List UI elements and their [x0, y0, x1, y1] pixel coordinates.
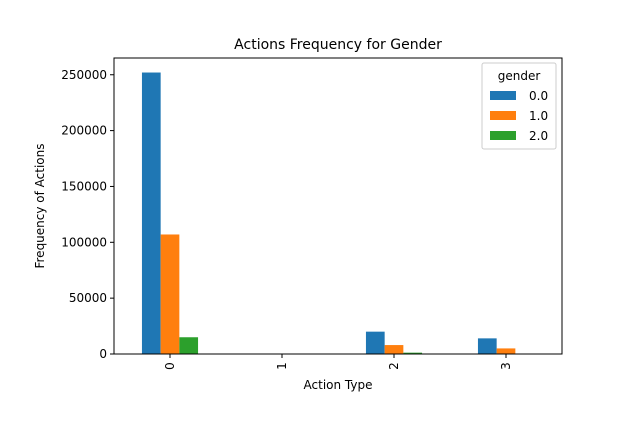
bars-group — [141, 72, 516, 354]
bar-cat2-gender-1_0 — [384, 345, 404, 354]
legend-swatch — [490, 91, 516, 100]
y-axis-label: Frequency of Actions — [33, 143, 47, 268]
bar-cat0-gender-0_0 — [141, 72, 161, 354]
legend-entry-label: 2.0 — [529, 129, 548, 143]
y-tick-label: 100000 — [61, 235, 107, 249]
bar-cat3-gender-0_0 — [477, 338, 497, 354]
chart-title: Actions Frequency for Gender — [234, 37, 442, 53]
legend-entry-label: 1.0 — [529, 109, 548, 123]
legend: gender 0.0 1.0 2.0 — [481, 62, 557, 150]
legend-swatch — [490, 111, 516, 120]
legend-entry-label: 0.0 — [529, 89, 548, 103]
bar-cat0-gender-2_0 — [179, 337, 199, 354]
x-tick-label: 2 — [387, 362, 401, 370]
y-tick-label: 0 — [99, 347, 107, 361]
x-tick-label: 1 — [275, 362, 289, 370]
x-axis-label: Action Type — [304, 378, 373, 392]
x-tick-label: 0 — [163, 362, 177, 370]
bar-cat2-gender-0_0 — [365, 331, 385, 354]
y-tick-label: 200000 — [61, 124, 107, 138]
y-axis-ticks: 0 50000 100000 150000 200000 250000 — [61, 68, 114, 361]
legend-box — [481, 62, 557, 150]
bar-cat0-gender-1_0 — [160, 234, 180, 354]
plot-frame — [113, 57, 563, 355]
legend-title: gender — [498, 69, 541, 83]
legend-swatch — [490, 131, 516, 140]
bar-cat2-gender-2_0 — [403, 352, 423, 354]
x-tick-label: 3 — [499, 362, 513, 370]
x-axis-ticks: 0 1 2 3 — [163, 354, 513, 370]
y-tick-label: 250000 — [61, 68, 107, 82]
y-tick-label: 150000 — [61, 179, 107, 193]
y-tick-label: 50000 — [69, 291, 107, 305]
bar-cat3-gender-1_0 — [496, 348, 516, 354]
